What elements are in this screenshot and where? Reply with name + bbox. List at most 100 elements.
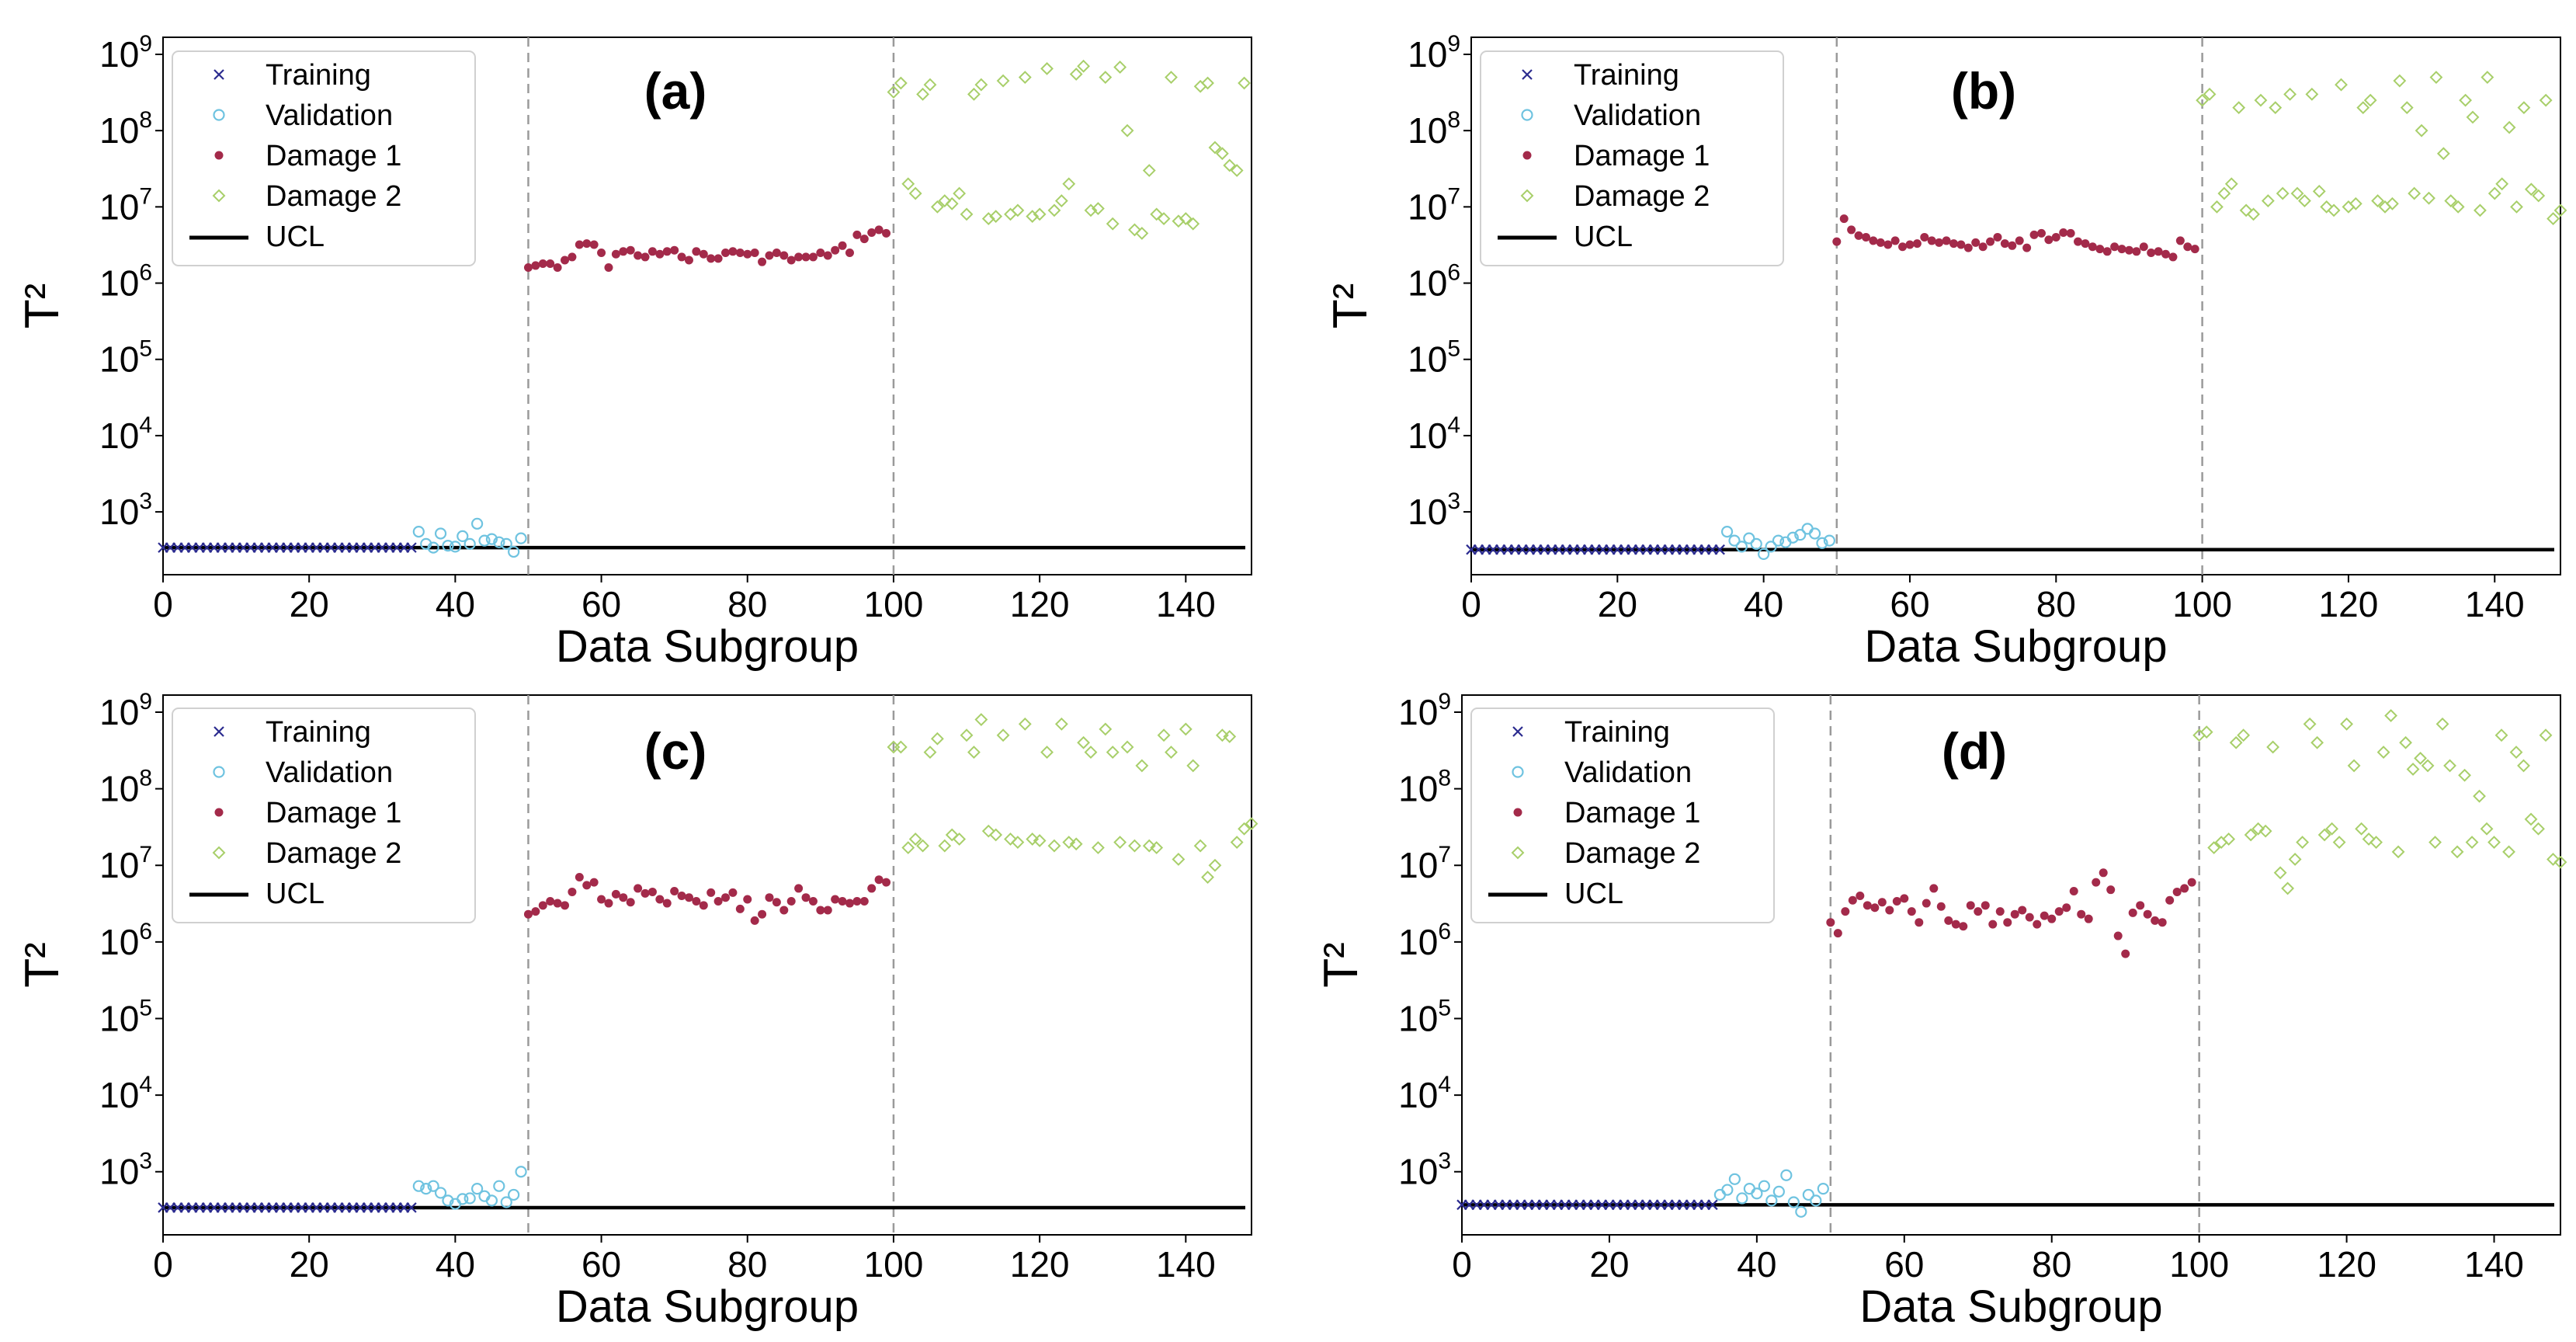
legend-label: UCL	[266, 878, 325, 910]
data-point	[874, 875, 884, 885]
data-point	[1054, 194, 1068, 208]
data-point	[960, 207, 974, 221]
data-point	[1172, 214, 1186, 228]
data-point	[838, 241, 847, 250]
data-point	[845, 248, 854, 257]
data-point	[2000, 239, 2009, 249]
data-point	[2494, 728, 2508, 742]
data-point	[2487, 186, 2501, 200]
data-point	[2059, 228, 2068, 237]
data-point	[2510, 200, 2523, 214]
y-tick-label: 109	[99, 689, 152, 732]
legend-swatch	[1511, 846, 1525, 860]
data-point	[2546, 212, 2560, 225]
data-point	[1856, 891, 1865, 900]
legend-label: Training	[266, 59, 371, 92]
series-training	[158, 542, 417, 553]
data-point	[967, 87, 981, 101]
data-point	[816, 906, 825, 915]
data-point	[735, 248, 745, 257]
data-point	[2406, 763, 2420, 776]
data-point	[662, 899, 672, 908]
y-tick-label: 107	[1398, 842, 1451, 885]
data-point	[1854, 231, 1863, 240]
data-point	[634, 884, 643, 893]
series-training	[158, 1202, 417, 1213]
legend-swatch	[1512, 726, 1523, 737]
data-point	[2136, 901, 2145, 910]
data-point	[2288, 853, 2302, 866]
data-point	[2222, 833, 2236, 846]
y-tick-label: 103	[99, 488, 152, 532]
data-point	[463, 537, 476, 550]
legend-swatch	[212, 189, 226, 203]
data-point	[442, 1194, 454, 1207]
data-point	[2305, 87, 2319, 101]
data-point	[1157, 728, 1171, 742]
data-point	[2473, 789, 2486, 803]
data-point	[589, 240, 599, 249]
data-point	[2266, 740, 2280, 754]
chart-panel-b: 0 20 40 60 80 100 120 140 103 104 105 106 107 108 109 D…	[1324, 31, 2567, 672]
data-point	[1935, 238, 1944, 247]
x-tick-label: 120	[2319, 584, 2379, 624]
data-point	[1208, 141, 1222, 155]
data-point	[2092, 878, 2101, 887]
data-point	[2018, 906, 2027, 915]
x-tick-label: 20	[290, 584, 329, 624]
data-point	[2203, 87, 2217, 101]
data-point	[945, 196, 959, 210]
data-point	[2312, 184, 2326, 198]
data-point	[808, 896, 818, 906]
data-point	[1751, 1187, 1763, 1200]
data-point	[1993, 232, 2002, 242]
data-point	[2532, 822, 2545, 836]
y-tick-label: 104	[1408, 412, 1460, 456]
data-point	[626, 245, 635, 255]
data-point	[901, 841, 915, 854]
data-point	[2106, 885, 2116, 895]
legend-label: Validation	[1564, 756, 1692, 789]
data-point	[801, 893, 811, 902]
legend: Training Validation Damage 1 Damage 2 UCL	[172, 50, 476, 266]
data-point	[1113, 61, 1127, 74]
data-point	[1817, 1183, 1829, 1195]
data-point	[2391, 845, 2405, 859]
legend-box	[172, 50, 476, 266]
data-point	[442, 540, 454, 552]
data-point	[852, 230, 862, 239]
data-point	[1018, 717, 1032, 731]
data-point	[2110, 242, 2119, 252]
data-point	[2190, 245, 2199, 254]
series-damage-1	[523, 873, 891, 925]
x-tick-label: 40	[436, 1244, 475, 1285]
legend: Training Validation Damage 1 Damage 2 UCL	[1480, 50, 1784, 266]
data-point	[2451, 200, 2465, 214]
data-point	[2283, 87, 2297, 101]
data-point	[2069, 887, 2078, 896]
data-point	[508, 545, 520, 558]
x-tick-label: 120	[2317, 1244, 2376, 1285]
data-point	[1728, 534, 1741, 547]
y-axis-label: T²	[1324, 283, 1377, 329]
data-point	[699, 249, 708, 259]
data-point	[1949, 239, 1958, 249]
data-point	[427, 1180, 439, 1192]
data-point	[1165, 71, 1178, 84]
data-point	[420, 1183, 432, 1195]
data-point	[916, 87, 929, 101]
chart-panel-d: 0 20 40 60 80 100 120 140 103 104 105 106 107 108 109 D…	[1314, 689, 2567, 1332]
data-point	[867, 884, 877, 893]
legend-swatch	[1522, 69, 1533, 80]
data-point	[859, 235, 869, 244]
data-point	[887, 85, 901, 99]
x-tick-label: 140	[1156, 1244, 1216, 1285]
legend-label: Training	[266, 716, 371, 749]
data-point	[816, 248, 825, 257]
chart-panel-a: 0 20 40 60 80 100 120 140 103 104 105 106 107 108 109 D…	[16, 31, 1252, 672]
data-point	[2356, 101, 2370, 115]
y-tick-label: 109	[1408, 31, 1460, 75]
data-point	[412, 1180, 425, 1192]
data-point	[1839, 214, 1849, 224]
data-point	[2408, 186, 2422, 200]
